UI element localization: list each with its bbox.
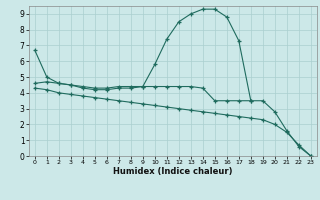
X-axis label: Humidex (Indice chaleur): Humidex (Indice chaleur) [113, 167, 233, 176]
